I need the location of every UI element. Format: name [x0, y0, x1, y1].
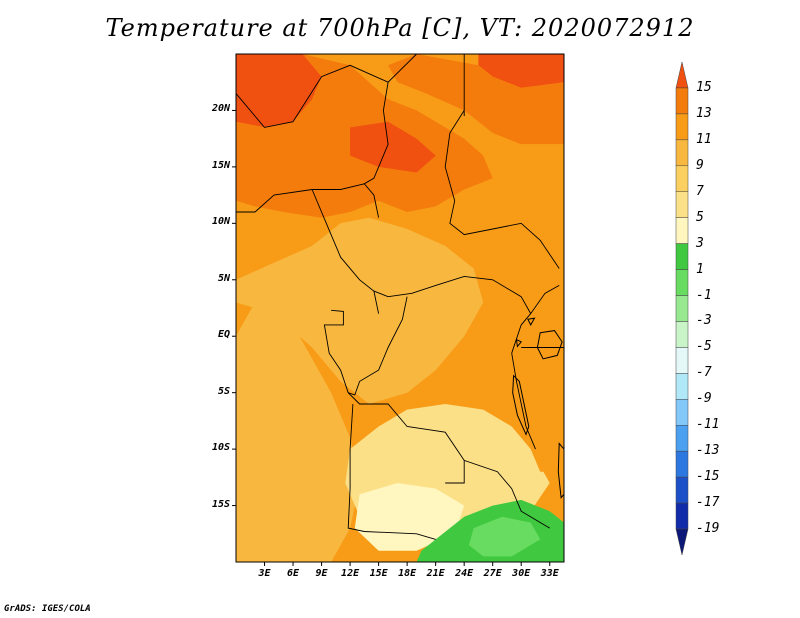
colorbar-swatch-7	[675, 243, 689, 270]
border-line-8	[348, 296, 408, 396]
colorbar-swatch-0	[675, 61, 689, 89]
colorbar-label-10: -5	[696, 339, 712, 355]
colorbar-label-15: -15	[696, 469, 720, 485]
temp-region-east-warm-band	[492, 144, 564, 472]
lon-label-18E: 18E	[398, 568, 417, 579]
lon-label-21E: 21E	[426, 568, 445, 579]
colorbar-label-4: 7	[696, 183, 704, 199]
colorbar-swatch-3	[675, 139, 689, 167]
lat-label-10S: 10S	[211, 442, 230, 454]
colorbar-swatch-4	[675, 165, 689, 192]
lake-outline-2	[557, 442, 564, 499]
temp-region-warm-nw-sahara	[236, 54, 322, 128]
colorbar-label-12: -9	[696, 391, 712, 407]
colorbar-label-5: 5	[696, 209, 704, 225]
lon-label-15E: 15E	[369, 568, 388, 579]
colorbar-swatch-16	[675, 476, 689, 504]
lat-label-10N: 10N	[211, 216, 230, 228]
colorbar	[675, 61, 689, 556]
border-line-7	[323, 309, 550, 529]
border-line-10	[445, 460, 465, 484]
temp-region-northern-warm-band	[388, 54, 564, 145]
colorbar-label-3: 9	[696, 157, 704, 173]
colorbar-label-7: 1	[696, 261, 704, 277]
lat-label-15S: 15S	[211, 498, 230, 510]
temp-region-gulf-of-guinea	[236, 302, 360, 562]
temp-region-southeast-cool-core	[468, 516, 541, 557]
colorbar-swatch-2	[675, 113, 689, 141]
lon-label-24E: 24E	[455, 568, 474, 579]
lat-label-5N: 5N	[217, 272, 230, 284]
colorbar-label-0: 15	[696, 79, 712, 95]
lake-outline-3	[515, 338, 522, 348]
border-line-11	[511, 353, 536, 450]
lat-label-EQ: EQ	[217, 329, 230, 341]
lat-label-5S: 5S	[217, 385, 230, 397]
colorbar-swatch-10	[675, 321, 689, 348]
border-line-3	[444, 110, 560, 269]
colorbar-swatch-14	[675, 425, 689, 452]
colorbar-label-6: 3	[696, 235, 704, 251]
lon-label-30E: 30E	[512, 568, 531, 579]
colorbar-swatch-9	[675, 295, 689, 322]
colorbar-label-1: 13	[696, 105, 712, 121]
country-borders	[236, 54, 564, 540]
border-line-4	[236, 183, 365, 213]
border-line-6	[373, 275, 532, 314]
colorbar-label-13: -11	[696, 417, 720, 433]
colorbar-label-14: -13	[696, 443, 720, 459]
border-line-12	[511, 285, 560, 354]
lon-label-3E: 3E	[258, 568, 271, 579]
lat-label-15N: 15N	[211, 159, 230, 171]
colorbar-swatch-11	[675, 347, 689, 374]
lon-label-9E: 9E	[315, 568, 328, 579]
colorbar-swatch-15	[675, 450, 689, 478]
grads-credit: GrADS: IGES/COLA	[4, 604, 91, 614]
lon-label-33E: 33E	[540, 568, 559, 579]
colorbar-label-8: -1	[696, 287, 712, 303]
border-line-1	[363, 82, 389, 218]
axis-ticks	[232, 109, 551, 566]
colorbar-swatch-13	[675, 399, 689, 426]
lon-label-12E: 12E	[341, 568, 360, 579]
lon-label-6E: 6E	[287, 568, 300, 579]
temp-region-central-sahel-hotspot	[350, 121, 436, 173]
temp-region-warm-ne-sahara	[478, 54, 564, 88]
colorbar-swatch-12	[675, 373, 689, 400]
lake-outline-1	[512, 374, 530, 436]
temp-region-central-africa-interior	[236, 217, 484, 404]
colorbar-swatch-18	[675, 528, 689, 556]
colorbar-swatch-1	[675, 87, 689, 115]
colorbar-swatch-8	[675, 269, 689, 296]
colorbar-swatch-5	[675, 191, 689, 218]
map-title: Temperature at 700hPa [C], VT: 202007291…	[105, 14, 695, 42]
temp-region-southern-cool-patch	[354, 483, 465, 551]
colorbar-swatch-6	[675, 217, 689, 244]
map-frame	[235, 53, 565, 563]
colorbar-swatch-17	[675, 502, 689, 530]
lon-label-27E: 27E	[483, 568, 502, 579]
lat-label-20N: 20N	[211, 103, 230, 115]
colorbar-label-9: -3	[696, 313, 712, 329]
lake-outline-4	[527, 317, 536, 326]
colorbar-label-2: 11	[696, 131, 712, 147]
colorbar-label-11: -7	[696, 365, 712, 381]
lake-outline-0	[536, 330, 563, 360]
colorbar-label-16: -17	[696, 495, 720, 511]
colorbar-label-17: -19	[696, 521, 720, 537]
map-fill-layer	[236, 54, 564, 562]
border-line-5	[311, 189, 380, 314]
border-line-9	[347, 403, 436, 540]
